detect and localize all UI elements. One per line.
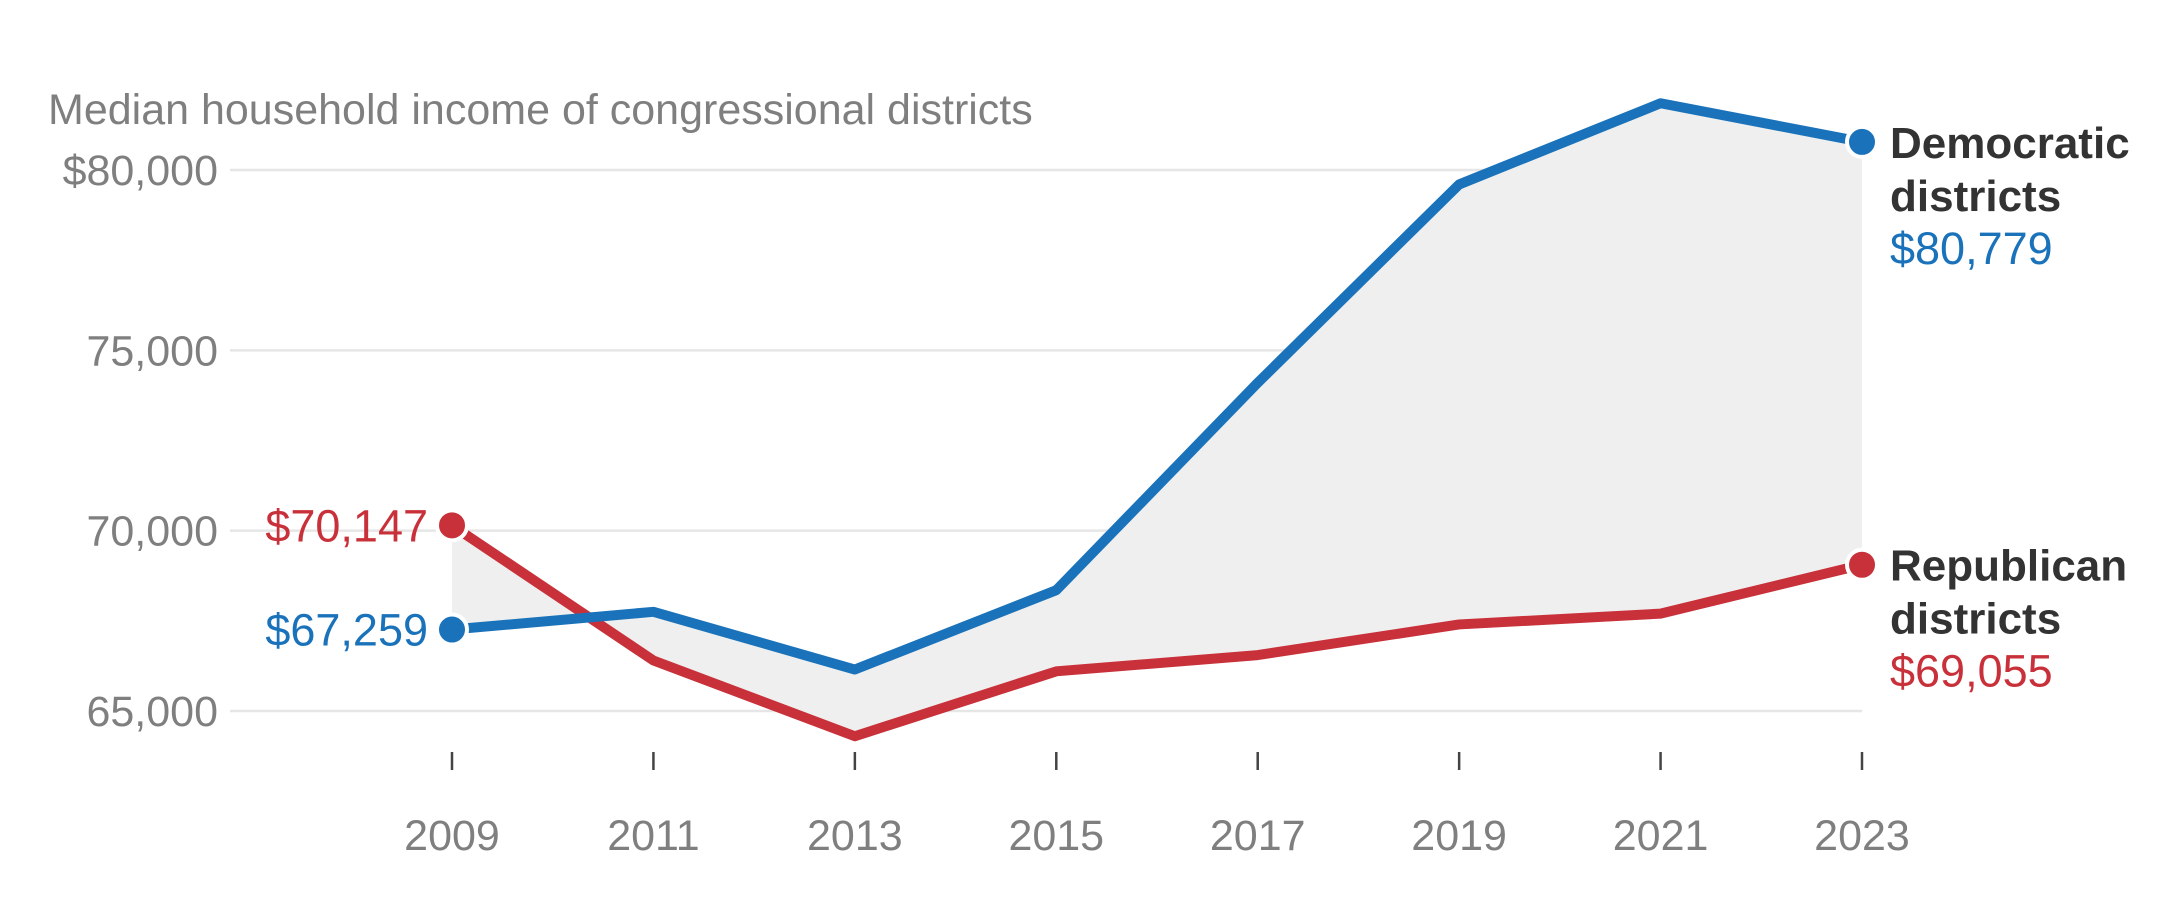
gap-shading-area [452, 103, 1862, 737]
republican-districts-end-value-label: $69,055 [1890, 646, 2053, 697]
y-tick-label: $80,000 [63, 147, 218, 195]
series-lines [447, 98, 1867, 742]
republican-districts-name-label: districts [1890, 595, 2061, 644]
y-tick-label: 70,000 [86, 508, 218, 556]
x-tick-label: 2021 [1613, 812, 1709, 860]
x-tick-label: 2009 [404, 812, 500, 860]
y-axis-tick-labels: 65,000 70,000 75,000 $80,000 [63, 147, 218, 736]
republican-districts-name-label: Republican [1890, 542, 2127, 591]
democratic-districts-start-point [435, 612, 469, 647]
x-tick-label: 2015 [1008, 812, 1104, 860]
democratic-districts-end-point [1845, 124, 1879, 159]
democratic-districts-name-label: Democratic [1890, 119, 2130, 168]
x-tick-label: 2023 [1814, 812, 1910, 860]
x-tick-label: 2013 [807, 812, 903, 860]
democratic-districts-name-label: districts [1890, 172, 2061, 221]
democratic-districts-line [447, 98, 1867, 675]
x-axis: 2009 2011 2013 2015 2017 2019 2021 2023 [404, 752, 1910, 860]
republican-districts-start-value-label: $70,147 [265, 500, 428, 551]
republican-districts-end-point [1845, 547, 1879, 582]
democratic-districts-start-value-label: $67,259 [265, 605, 428, 656]
y-tick-label: 65,000 [86, 688, 218, 736]
x-tick-label: 2019 [1411, 812, 1507, 860]
x-tick-label: 2017 [1210, 812, 1306, 860]
series-endpoints [435, 124, 1879, 647]
y-tick-label: 75,000 [86, 327, 218, 375]
republican-districts-start-point [435, 508, 469, 543]
series-labels: $67,259Democraticdistricts$80,779$70,147… [265, 119, 2129, 697]
republican-districts-line [447, 520, 1867, 742]
x-tick-label: 2011 [607, 812, 699, 860]
democratic-districts-end-value-label: $80,779 [1890, 223, 2053, 274]
chart-title: Median household income of congressional… [48, 86, 1033, 134]
